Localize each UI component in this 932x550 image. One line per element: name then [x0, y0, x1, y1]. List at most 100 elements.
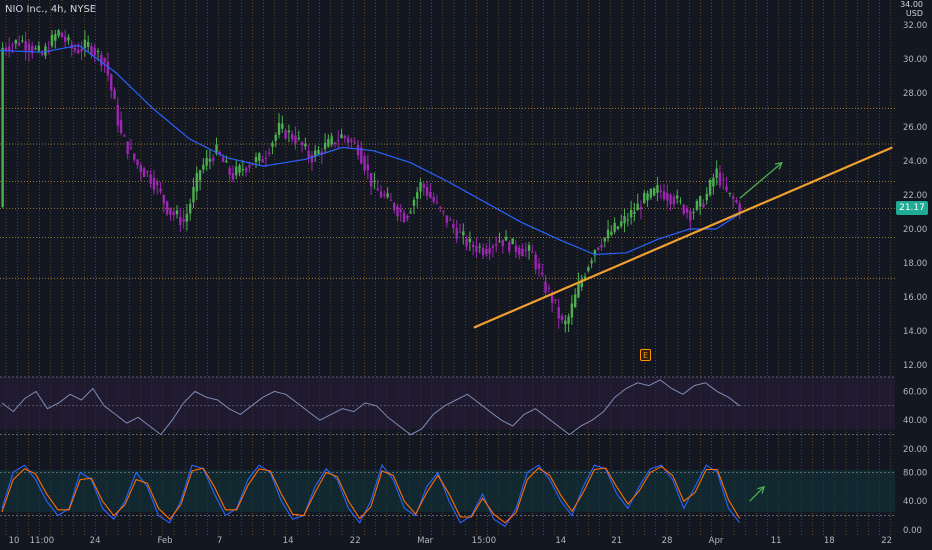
candle-body: [679, 200, 682, 202]
candle-body: [57, 30, 60, 36]
stoch-tick-label: 0.00: [903, 526, 922, 536]
candle-body: [274, 134, 277, 141]
candle-body: [182, 219, 185, 222]
axis-unit-top: 34.00: [900, 0, 923, 9]
candle-body: [439, 206, 442, 208]
candle-body: [307, 150, 310, 158]
candle-body: [419, 181, 422, 192]
price-tick-label: 28.00: [903, 89, 927, 99]
candle-body: [702, 203, 705, 207]
candle-body: [198, 170, 202, 181]
candle-body: [149, 174, 152, 184]
candle-body: [392, 203, 396, 211]
candle-body: [636, 203, 639, 211]
candle-body: [8, 46, 11, 52]
rsi-tick-label: 20.00: [903, 445, 927, 455]
candle-body: [672, 196, 676, 205]
candle-body: [218, 151, 222, 155]
candle-body: [682, 204, 685, 214]
candle-body: [396, 206, 399, 217]
candle-body: [399, 209, 402, 213]
time-tick-label: Apr: [709, 536, 724, 546]
time-tick-label: 18: [824, 536, 835, 546]
candle-body: [195, 172, 198, 192]
time-tick-label: 11: [771, 536, 782, 546]
stoch-tick-label: 40.00: [903, 497, 927, 507]
candle-body: [4, 47, 8, 51]
time-tick-label: 22: [881, 536, 892, 546]
candle-body: [340, 134, 343, 139]
candle-body: [481, 247, 485, 256]
time-tick-label: Feb: [157, 536, 172, 546]
earnings-event-icon[interactable]: E: [640, 349, 651, 361]
candle-body: [235, 166, 238, 176]
legend-sep-1: ,: [44, 4, 51, 15]
candle-body: [258, 153, 261, 161]
candle-body: [11, 45, 14, 47]
candle-body: [373, 181, 376, 183]
candle-body: [567, 316, 570, 324]
candle-body: [287, 130, 291, 133]
candle-body: [511, 238, 514, 245]
candle-body: [412, 200, 416, 206]
candle-body: [93, 47, 96, 56]
candle-body: [633, 211, 636, 214]
candle-body: [656, 185, 659, 193]
candle-body: [580, 279, 583, 288]
candle-body: [422, 184, 426, 188]
candle-body: [728, 192, 732, 194]
candle-body: [139, 165, 143, 173]
candle-body: [541, 272, 544, 275]
candle-body: [60, 32, 64, 38]
candle-body: [577, 282, 580, 298]
candle-body: [416, 192, 419, 199]
candle-body: [659, 190, 662, 192]
candle-body: [491, 246, 495, 248]
candle-body: [689, 211, 692, 221]
time-tick-label: 24: [90, 536, 101, 546]
candle-body: [485, 248, 488, 255]
stoch-projection-arrow-head: [757, 485, 766, 494]
time-tick-label: 22: [350, 536, 361, 546]
candle-body: [73, 48, 77, 51]
candle-body: [504, 236, 508, 241]
candle-body: [142, 168, 146, 177]
candle-body: [356, 144, 360, 156]
candle-body: [133, 153, 136, 160]
axis-unit-currency: USD: [905, 9, 923, 18]
candle-body: [692, 212, 695, 214]
candle-body: [623, 216, 626, 224]
candle-body: [527, 245, 531, 251]
candle-body: [587, 267, 590, 272]
candle-body: [735, 200, 738, 203]
price-tick-label: 22.00: [903, 191, 927, 201]
time-tick-label: 28: [662, 536, 673, 546]
candle-body: [448, 219, 452, 221]
candle-body: [685, 207, 689, 213]
candle-body: [458, 231, 462, 233]
candle-body: [330, 136, 333, 145]
candle-body: [241, 169, 245, 171]
candle-body: [722, 179, 725, 181]
price-projection-arrow-head: [774, 161, 783, 170]
candle-body: [175, 210, 179, 215]
candle-body: [597, 247, 600, 250]
candle-body: [376, 188, 379, 191]
candle-body: [537, 263, 541, 269]
candle-body: [225, 160, 228, 163]
candle-body: [123, 135, 126, 137]
legend-interval: 4h: [50, 4, 64, 15]
price-tick-label: 18.00: [903, 259, 927, 269]
legend-exchange: NYSE: [69, 4, 97, 15]
candle-body: [83, 39, 87, 48]
candle-body: [462, 231, 465, 236]
candle-body: [386, 193, 389, 198]
time-tick-label: 15:00: [472, 536, 497, 546]
candle-body: [261, 159, 264, 163]
candle-body: [152, 177, 156, 190]
candle-body: [445, 215, 449, 223]
candle-body: [215, 144, 218, 154]
candle-body: [465, 238, 468, 247]
